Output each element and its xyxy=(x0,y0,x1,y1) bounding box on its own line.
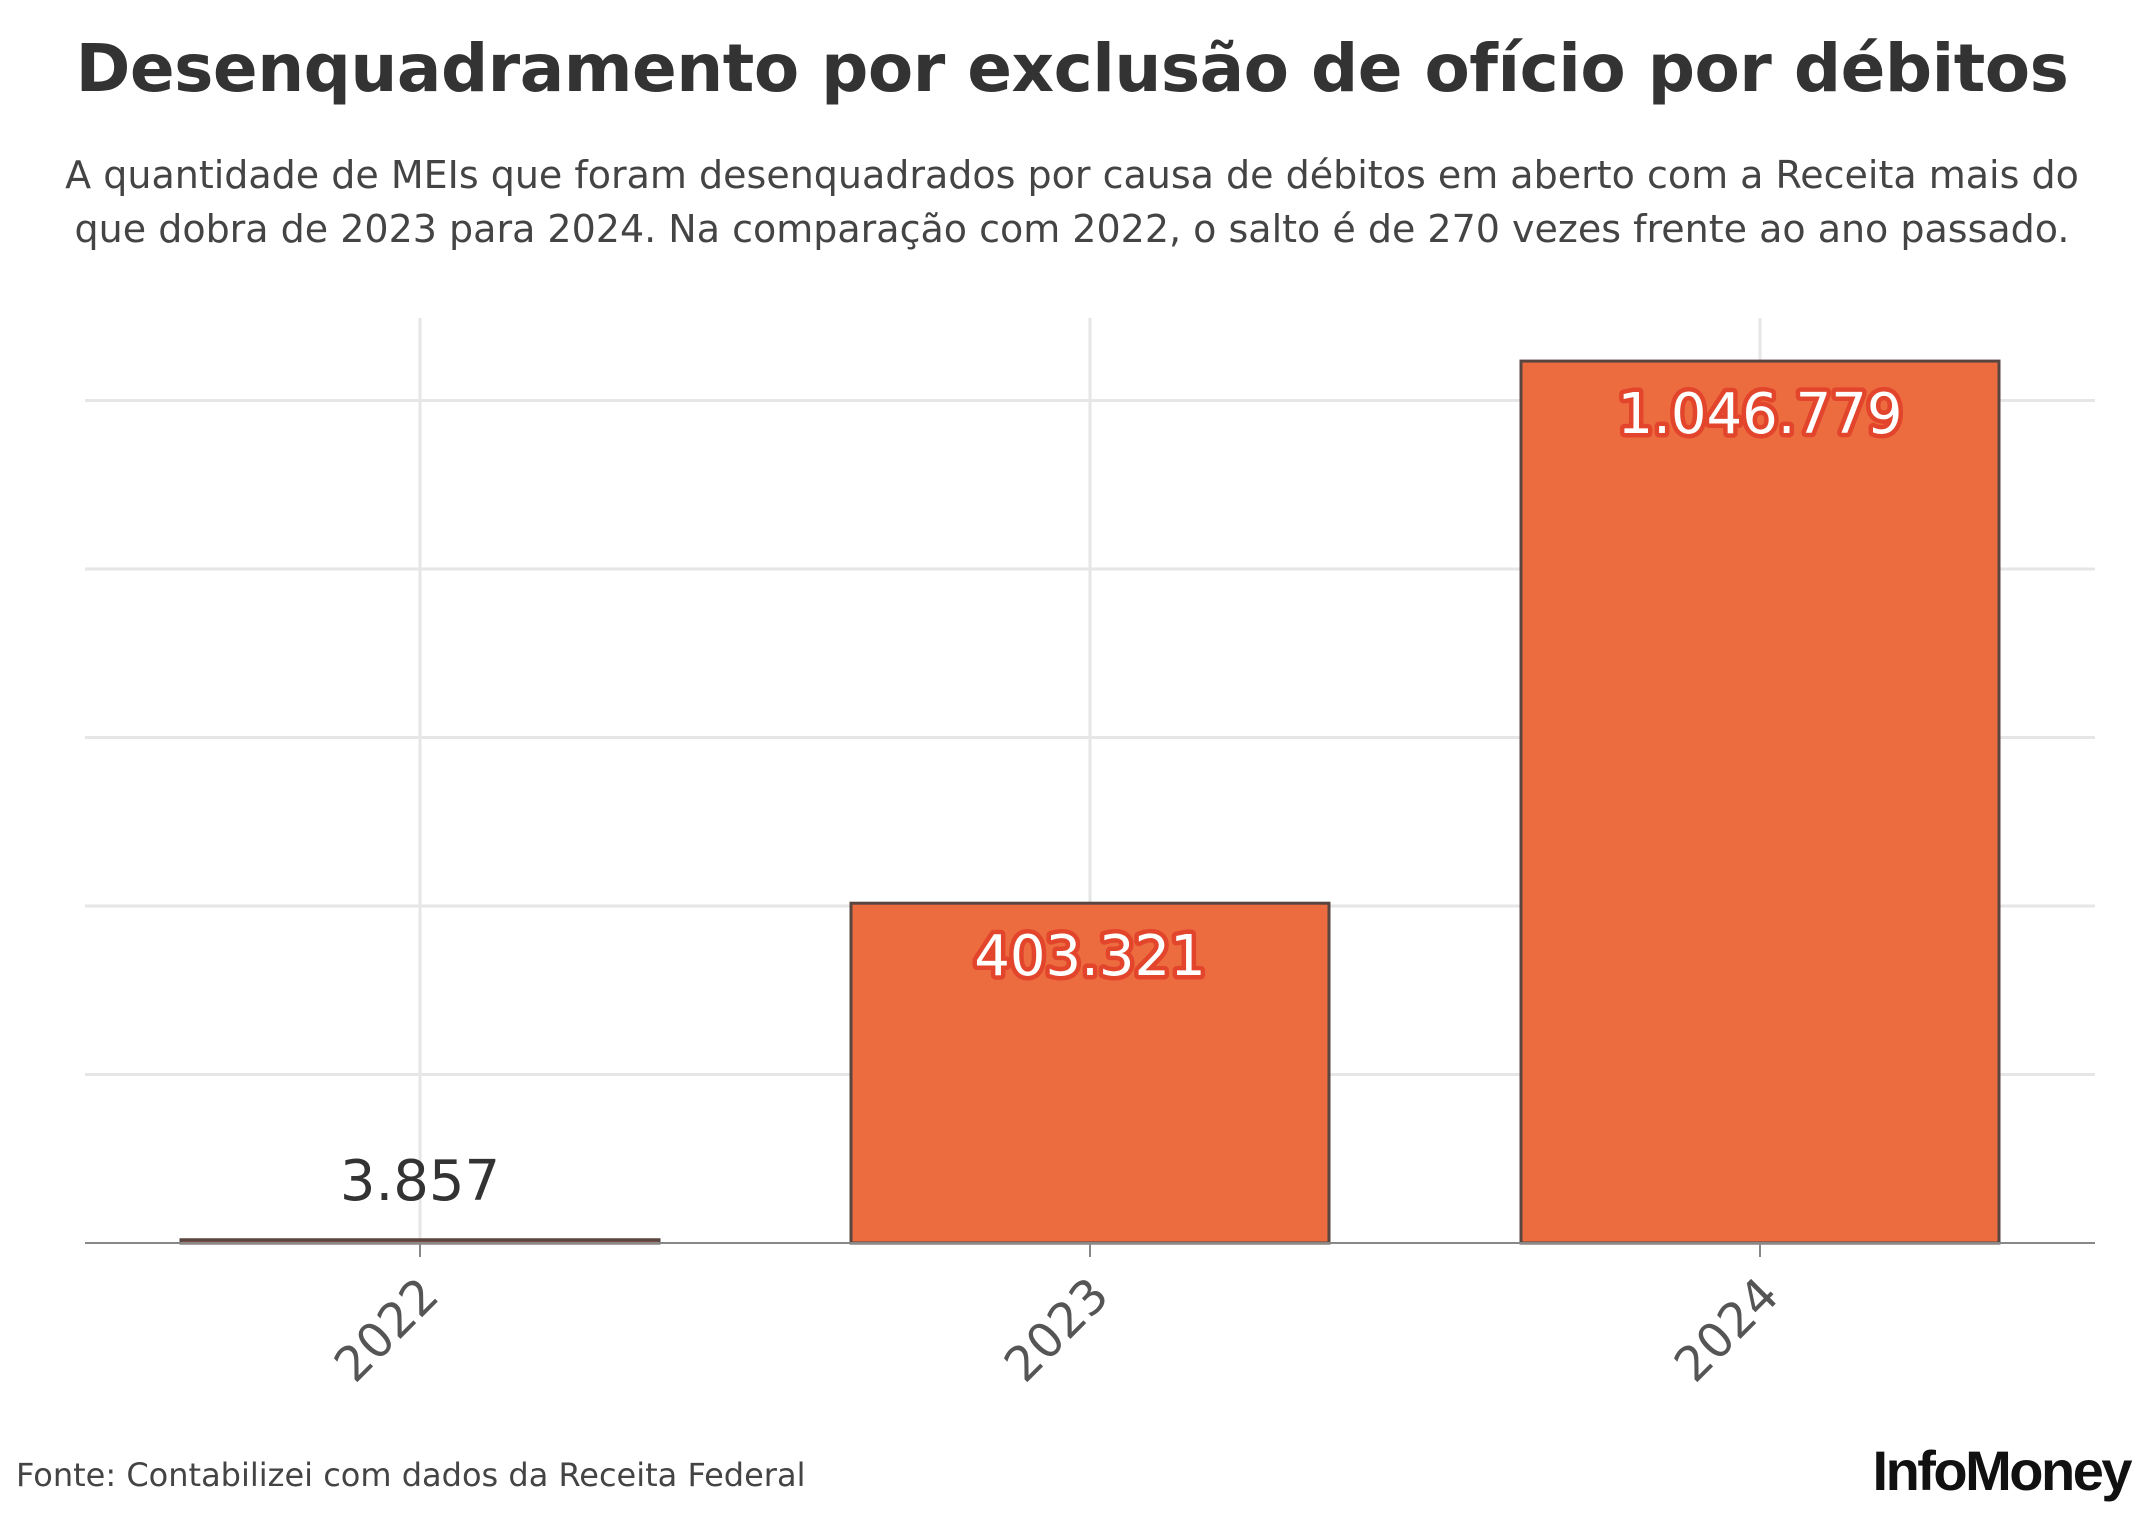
value-label-halo-2024: 1.046.779 xyxy=(1617,382,1902,447)
chart-title: Desenquadramento por exclusão de ofício … xyxy=(75,30,2069,107)
x-tick-label-2024: 2024 xyxy=(1664,1267,1790,1393)
chart-subtitle: A quantidade de MEIs que foram desenquad… xyxy=(65,153,2079,251)
source-note: Fonte: Contabilizei com dados da Receita… xyxy=(16,1456,806,1494)
infomoney-logo: InfoMoney xyxy=(1872,1439,2133,1502)
bar-2024 xyxy=(1519,359,2001,1245)
axis-layer xyxy=(85,1242,2095,1257)
x-tick-label-2022: 2022 xyxy=(324,1267,450,1393)
value-label-2022: 3.857 xyxy=(340,1149,500,1214)
value-label-2023: 403.321 xyxy=(974,924,1206,989)
value-label-halo-2023: 403.321 xyxy=(974,924,1206,989)
value-label-2024: 1.046.779 xyxy=(1617,382,1902,447)
x-tick-label-2023: 2023 xyxy=(994,1267,1120,1393)
